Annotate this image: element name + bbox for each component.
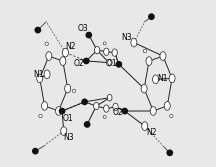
Ellipse shape bbox=[141, 84, 147, 93]
Circle shape bbox=[170, 114, 173, 118]
Ellipse shape bbox=[107, 94, 112, 101]
Text: N2: N2 bbox=[65, 42, 76, 51]
Text: N3: N3 bbox=[122, 33, 132, 42]
Circle shape bbox=[59, 108, 65, 114]
Ellipse shape bbox=[164, 102, 170, 110]
Text: N2: N2 bbox=[146, 128, 157, 137]
Ellipse shape bbox=[150, 107, 156, 115]
Ellipse shape bbox=[169, 74, 175, 83]
Circle shape bbox=[39, 114, 42, 118]
Ellipse shape bbox=[62, 48, 68, 57]
Ellipse shape bbox=[44, 70, 50, 79]
Ellipse shape bbox=[65, 84, 71, 93]
Ellipse shape bbox=[112, 49, 117, 56]
Circle shape bbox=[122, 108, 127, 114]
Ellipse shape bbox=[94, 102, 99, 110]
Text: N1: N1 bbox=[157, 74, 168, 83]
Text: O2: O2 bbox=[112, 108, 123, 117]
Circle shape bbox=[45, 42, 48, 45]
Ellipse shape bbox=[106, 59, 111, 66]
Ellipse shape bbox=[104, 48, 109, 55]
Ellipse shape bbox=[131, 38, 137, 47]
Ellipse shape bbox=[146, 57, 152, 65]
Circle shape bbox=[82, 99, 87, 105]
Circle shape bbox=[84, 122, 90, 127]
Circle shape bbox=[103, 115, 106, 118]
Ellipse shape bbox=[37, 74, 43, 83]
Text: N3: N3 bbox=[64, 133, 74, 142]
Circle shape bbox=[103, 42, 106, 45]
Ellipse shape bbox=[61, 127, 67, 135]
Circle shape bbox=[33, 148, 38, 154]
Circle shape bbox=[72, 89, 76, 93]
Circle shape bbox=[116, 62, 122, 67]
Ellipse shape bbox=[142, 122, 148, 130]
Text: O1: O1 bbox=[63, 114, 73, 123]
Ellipse shape bbox=[152, 75, 159, 84]
Ellipse shape bbox=[94, 46, 100, 54]
Ellipse shape bbox=[46, 52, 52, 60]
Ellipse shape bbox=[113, 103, 118, 111]
Circle shape bbox=[149, 14, 154, 19]
Circle shape bbox=[86, 32, 91, 38]
Circle shape bbox=[84, 58, 89, 64]
Circle shape bbox=[143, 49, 146, 53]
Text: O2: O2 bbox=[74, 59, 85, 68]
Ellipse shape bbox=[42, 102, 48, 110]
Circle shape bbox=[167, 150, 172, 155]
Text: O3: O3 bbox=[77, 24, 88, 33]
Ellipse shape bbox=[160, 52, 166, 60]
Circle shape bbox=[35, 27, 41, 33]
Text: N1: N1 bbox=[33, 70, 44, 79]
Ellipse shape bbox=[60, 57, 66, 65]
Ellipse shape bbox=[56, 107, 62, 115]
Text: O1: O1 bbox=[106, 59, 117, 68]
Ellipse shape bbox=[104, 105, 109, 112]
